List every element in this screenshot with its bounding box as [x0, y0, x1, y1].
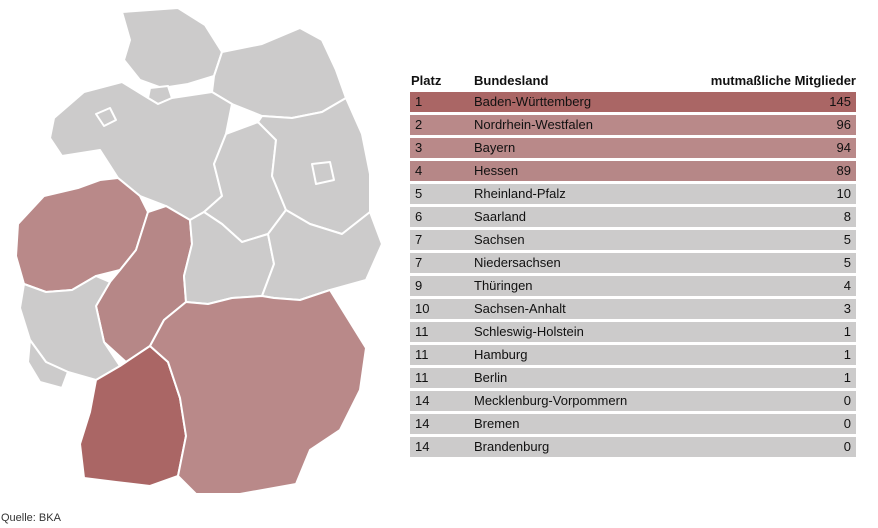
row-rank: 7 — [415, 255, 423, 270]
row-state: Schleswig-Holstein — [474, 324, 584, 339]
germany-map — [15, 7, 383, 495]
row-state: Sachsen — [474, 232, 525, 247]
table-body: 1 Baden-Württemberg 145 2 Nordrhein-Westfale… — [410, 92, 856, 457]
state-bayern — [149, 289, 367, 495]
row-rank: 3 — [415, 140, 423, 155]
ranking-table: Platz Bundesland mutmaßliche Mitglieder … — [410, 70, 856, 460]
row-state: Saarland — [474, 209, 527, 224]
header-members: mutmaßliche Mitglieder — [710, 73, 856, 88]
row-rank: 6 — [415, 209, 423, 224]
row-rank: 10 — [415, 301, 430, 316]
table-row: 14 Brandenburg 0 — [410, 437, 856, 457]
row-value: 1 — [843, 347, 851, 362]
row-value: 10 — [836, 186, 851, 201]
header-rank: Platz — [411, 73, 442, 88]
row-value: 1 — [843, 370, 851, 385]
row-rank: 14 — [415, 439, 430, 454]
row-value: 94 — [836, 140, 851, 155]
row-value: 1 — [843, 324, 851, 339]
row-rank: 4 — [415, 163, 423, 178]
table-row: 4 Hessen 89 — [410, 161, 856, 181]
table-row: 7 Niedersachsen 5 — [410, 253, 856, 273]
row-rank: 11 — [415, 370, 429, 385]
table-row: 10 Sachsen-Anhalt 3 — [410, 299, 856, 319]
row-value: 5 — [843, 232, 851, 247]
source-note: Quelle: BKA — [1, 512, 61, 524]
row-rank: 1 — [415, 94, 423, 109]
row-value: 89 — [836, 163, 851, 178]
row-value: 0 — [843, 416, 851, 431]
row-state: Bremen — [474, 416, 520, 431]
row-value: 145 — [829, 94, 851, 109]
table-row: 11 Hamburg 1 — [410, 345, 856, 365]
row-state: Brandenburg — [474, 439, 550, 454]
row-state: Thüringen — [474, 278, 533, 293]
table-row: 5 Rheinland-Pfalz 10 — [410, 184, 856, 204]
row-state: Nordrhein-Westfalen — [474, 117, 593, 132]
table-header: Platz Bundesland mutmaßliche Mitglieder — [410, 70, 856, 92]
row-rank: 7 — [415, 232, 423, 247]
row-rank: 11 — [415, 324, 429, 339]
header-state: Bundesland — [474, 73, 549, 88]
row-value: 8 — [843, 209, 851, 224]
row-value: 96 — [836, 117, 851, 132]
table-row: 1 Baden-Württemberg 145 — [410, 92, 856, 112]
row-state: Berlin — [474, 370, 508, 385]
row-rank: 5 — [415, 186, 423, 201]
row-rank: 2 — [415, 117, 423, 132]
row-value: 3 — [843, 301, 851, 316]
table-row: 2 Nordrhein-Westfalen 96 — [410, 115, 856, 135]
table-row: 9 Thüringen 4 — [410, 276, 856, 296]
state-bremen — [95, 107, 117, 127]
row-state: Baden-Württemberg — [474, 94, 592, 109]
table-row: 14 Bremen 0 — [410, 414, 856, 434]
table-row: 11 Berlin 1 — [410, 368, 856, 388]
row-state: Hessen — [474, 163, 519, 178]
row-rank: 9 — [415, 278, 423, 293]
row-rank: 11 — [415, 347, 429, 362]
row-value: 4 — [843, 278, 851, 293]
row-value: 0 — [843, 439, 851, 454]
row-state: Sachsen-Anhalt — [474, 301, 566, 316]
state-berlin — [311, 161, 335, 185]
row-state: Niedersachsen — [474, 255, 561, 270]
row-rank: 14 — [415, 416, 430, 431]
table-row: 11 Schleswig-Holstein 1 — [410, 322, 856, 342]
row-state: Mecklenburg-Vorpommern — [474, 393, 628, 408]
row-state: Hamburg — [474, 347, 528, 362]
state-schleswig-holstein — [121, 7, 223, 89]
row-state: Bayern — [474, 140, 516, 155]
row-state: Rheinland-Pfalz — [474, 186, 566, 201]
table-row: 6 Saarland 8 — [410, 207, 856, 227]
row-rank: 14 — [415, 393, 430, 408]
table-row: 7 Sachsen 5 — [410, 230, 856, 250]
row-value: 0 — [843, 393, 851, 408]
row-value: 5 — [843, 255, 851, 270]
table-row: 3 Bayern 94 — [410, 138, 856, 158]
table-row: 14 Mecklenburg-Vorpommern 0 — [410, 391, 856, 411]
state-saarland — [27, 339, 69, 389]
